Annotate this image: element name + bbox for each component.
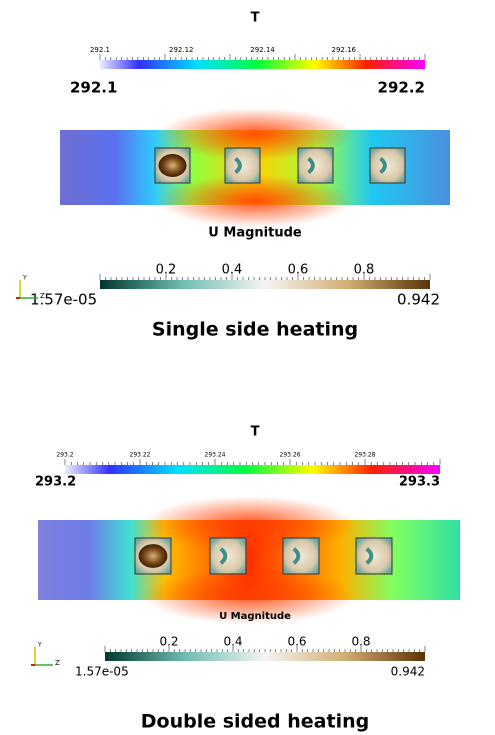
temperature-title: T <box>251 11 260 26</box>
temperature-max: 293.3 <box>399 475 440 490</box>
tick-label: 0.4 <box>222 263 243 278</box>
caption: Single side heating <box>152 319 358 341</box>
temperature-min: 292.1 <box>70 79 117 97</box>
velocity-max: 0.942 <box>397 291 440 309</box>
tick-label: 293.26 <box>280 452 301 459</box>
velocity-title: U Magnitude <box>208 226 302 241</box>
hot-zone <box>144 496 355 552</box>
axis-z-label: Z <box>40 292 45 300</box>
colorbar <box>65 465 440 474</box>
vortex-core <box>139 544 168 568</box>
temperature-max: 292.2 <box>378 79 425 97</box>
tick-label: 0.6 <box>288 263 309 278</box>
axis-y-label: Y <box>37 642 42 649</box>
velocity-title: U Magnitude <box>219 611 291 622</box>
vortex-core <box>159 154 187 177</box>
tick-label: 293.24 <box>205 452 226 459</box>
tick-label: 292.14 <box>250 46 275 54</box>
temperature-title: T <box>251 425 260 440</box>
temperature-min: 293.2 <box>35 475 76 490</box>
cell <box>370 148 405 183</box>
tick-label: 293.22 <box>130 452 151 459</box>
tick-label: 292.12 <box>169 46 194 54</box>
colorbar <box>100 60 425 69</box>
tick-label: 292.1 <box>90 46 110 54</box>
tick-label: 292.16 <box>332 46 357 54</box>
axis-z-label: Z <box>55 659 60 667</box>
tick-label: 0.6 <box>287 635 306 649</box>
tick-label: 293.28 <box>355 452 376 459</box>
tick-label: 0.4 <box>223 635 242 649</box>
colorbar <box>100 280 430 289</box>
tick-label: 0.2 <box>159 635 178 649</box>
cell <box>210 538 246 574</box>
tick-label: 0.2 <box>156 263 177 278</box>
velocity-max: 0.942 <box>391 665 425 679</box>
figure: T 292.1 292.12 292.14 292.16 292.1 292.2 U Magn… <box>0 0 495 735</box>
cell <box>225 148 260 183</box>
cell <box>298 148 333 183</box>
tick-label: 0.8 <box>354 263 375 278</box>
cell <box>283 538 319 574</box>
cell <box>356 538 392 574</box>
caption: Double sided heating <box>141 711 369 733</box>
axis-y-label: Y <box>22 275 27 282</box>
colorbar <box>105 652 425 661</box>
velocity-min: 1.57e-05 <box>75 665 129 679</box>
tick-label: 293.2 <box>56 452 73 459</box>
tick-label: 0.8 <box>351 635 370 649</box>
